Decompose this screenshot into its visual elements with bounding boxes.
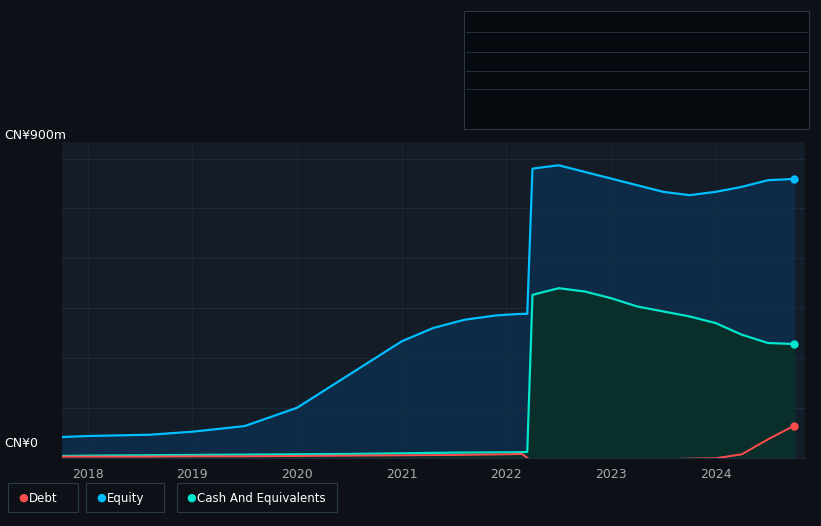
Text: CN¥96.124m: CN¥96.124m xyxy=(608,43,681,53)
Text: CN¥900m: CN¥900m xyxy=(4,129,67,142)
Text: Cash And Equivalents: Cash And Equivalents xyxy=(197,492,326,504)
Text: Cash And Equivalents: Cash And Equivalents xyxy=(472,98,594,108)
Text: CN¥341.768m: CN¥341.768m xyxy=(608,98,687,108)
Text: ●: ● xyxy=(18,493,28,503)
Text: CN¥838.810m: CN¥838.810m xyxy=(608,62,687,72)
Text: Debt/Equity Ratio: Debt/Equity Ratio xyxy=(640,79,742,89)
Text: CN¥0: CN¥0 xyxy=(4,437,38,450)
Text: Equity: Equity xyxy=(472,62,507,72)
Text: ●: ● xyxy=(186,493,196,503)
Text: Debt: Debt xyxy=(472,43,499,53)
Text: Equity: Equity xyxy=(107,492,144,504)
Text: Debt: Debt xyxy=(29,492,57,504)
Text: 11.5%: 11.5% xyxy=(608,79,646,89)
Text: ●: ● xyxy=(96,493,106,503)
Text: Sep 30 2024: Sep 30 2024 xyxy=(472,24,549,34)
